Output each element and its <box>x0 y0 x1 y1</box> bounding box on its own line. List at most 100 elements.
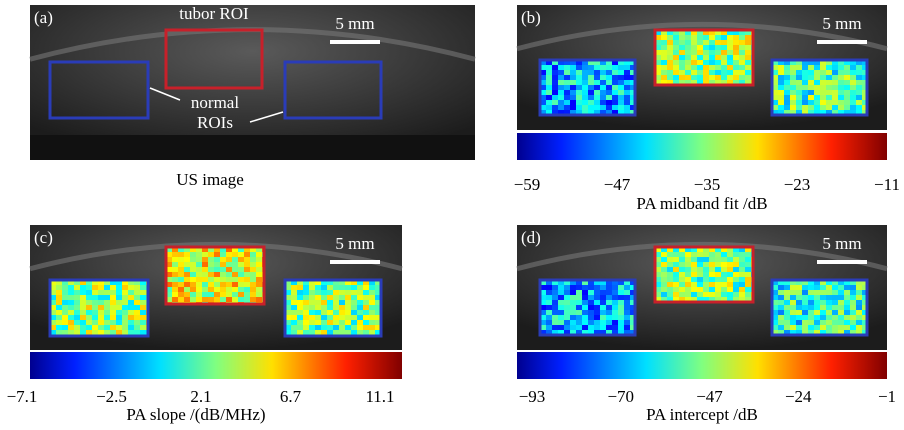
heat-cell <box>351 290 357 295</box>
normal-roi-label: ROIs <box>197 113 233 132</box>
heat-cell <box>214 272 220 277</box>
heat-cell <box>92 330 98 335</box>
heat-cell <box>832 325 838 330</box>
heat-cell <box>709 267 715 272</box>
heat-cell <box>208 267 214 272</box>
heat-cell <box>796 295 802 300</box>
heat-cell <box>250 257 256 262</box>
heat-cell <box>172 277 178 282</box>
heat-cell <box>315 295 321 300</box>
heat-cell <box>600 65 606 70</box>
heat-cell <box>303 325 309 330</box>
heat-cell <box>796 85 802 90</box>
heat-cell <box>104 320 110 325</box>
heat-cell <box>184 287 190 292</box>
heat-cell <box>606 295 612 300</box>
heat-cell <box>582 90 588 95</box>
heat-cell <box>309 300 315 305</box>
heat-cell <box>104 295 110 300</box>
heat-cell <box>808 85 814 90</box>
heat-cell <box>594 285 600 290</box>
heat-cell <box>820 90 826 95</box>
heat-cell <box>558 70 564 75</box>
heat-cell <box>796 80 802 85</box>
heat-cell <box>790 310 796 315</box>
panel-label: (b) <box>521 8 541 27</box>
heat-cell <box>790 80 796 85</box>
heat-cell <box>196 282 202 287</box>
heat-cell <box>546 70 552 75</box>
colorbar-tick-label: −2.5 <box>96 387 127 406</box>
heat-cell <box>721 55 727 60</box>
heat-cell <box>558 75 564 80</box>
heat-cell <box>327 305 333 310</box>
heat-cell <box>838 300 844 305</box>
heat-cell <box>208 287 214 292</box>
heat-cell <box>733 35 739 40</box>
heat-cell <box>303 305 309 310</box>
heat-cell <box>291 330 297 335</box>
heat-cell <box>552 80 558 85</box>
heat-cell <box>244 287 250 292</box>
heat-cell <box>62 320 68 325</box>
heat-cell <box>220 257 226 262</box>
heat-cell <box>673 287 679 292</box>
heat-cell <box>208 282 214 287</box>
heat-cell <box>612 105 618 110</box>
heat-cell <box>196 277 202 282</box>
heat-cell <box>703 272 709 277</box>
heat-cell <box>624 325 630 330</box>
heat-cell <box>594 95 600 100</box>
heat-cell <box>691 40 697 45</box>
heat-cell <box>232 257 238 262</box>
heat-cell <box>86 330 92 335</box>
heat-cell <box>582 100 588 105</box>
heat-cell <box>703 257 709 262</box>
heat-cell <box>134 305 140 310</box>
heat-cell <box>778 75 784 80</box>
heat-cell <box>104 310 110 315</box>
heat-cell <box>838 95 844 100</box>
heat-cell <box>721 45 727 50</box>
heat-cell <box>291 310 297 315</box>
heat-cell <box>297 305 303 310</box>
heat-cell <box>808 100 814 105</box>
heat-cell <box>618 105 624 110</box>
heat-cell <box>814 80 820 85</box>
heat-cell <box>856 315 862 320</box>
heat-cell <box>856 90 862 95</box>
heat-cell <box>697 282 703 287</box>
heat-cell <box>745 40 751 45</box>
heat-cell <box>814 300 820 305</box>
heat-cell <box>552 65 558 70</box>
heat-cell <box>624 90 630 95</box>
heat-cell <box>345 295 351 300</box>
heat-cell <box>814 90 820 95</box>
heat-cell <box>856 295 862 300</box>
heat-cell <box>784 85 790 90</box>
heat-cell <box>576 70 582 75</box>
heat-cell <box>570 95 576 100</box>
heat-cell <box>820 290 826 295</box>
heat-cell <box>745 45 751 50</box>
heat-cell <box>588 95 594 100</box>
heat-cell <box>104 325 110 330</box>
heat-cell <box>778 90 784 95</box>
heat-cell <box>184 282 190 287</box>
heat-cell <box>128 290 134 295</box>
heat-cell <box>784 290 790 295</box>
heat-cell <box>291 290 297 295</box>
heat-cell <box>778 100 784 105</box>
heat-cell <box>808 310 814 315</box>
heat-cell <box>733 50 739 55</box>
heat-cell <box>339 300 345 305</box>
heat-cell <box>606 305 612 310</box>
heat-cell <box>820 315 826 320</box>
heat-cell <box>546 300 552 305</box>
heat-cell <box>327 325 333 330</box>
heat-cell <box>685 282 691 287</box>
heat-cell <box>612 80 618 85</box>
heat-cell <box>363 310 369 315</box>
heat-cell <box>582 80 588 85</box>
heat-cell <box>546 95 552 100</box>
